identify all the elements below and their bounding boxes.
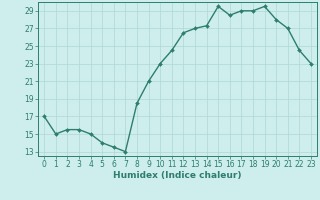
X-axis label: Humidex (Indice chaleur): Humidex (Indice chaleur) xyxy=(113,171,242,180)
